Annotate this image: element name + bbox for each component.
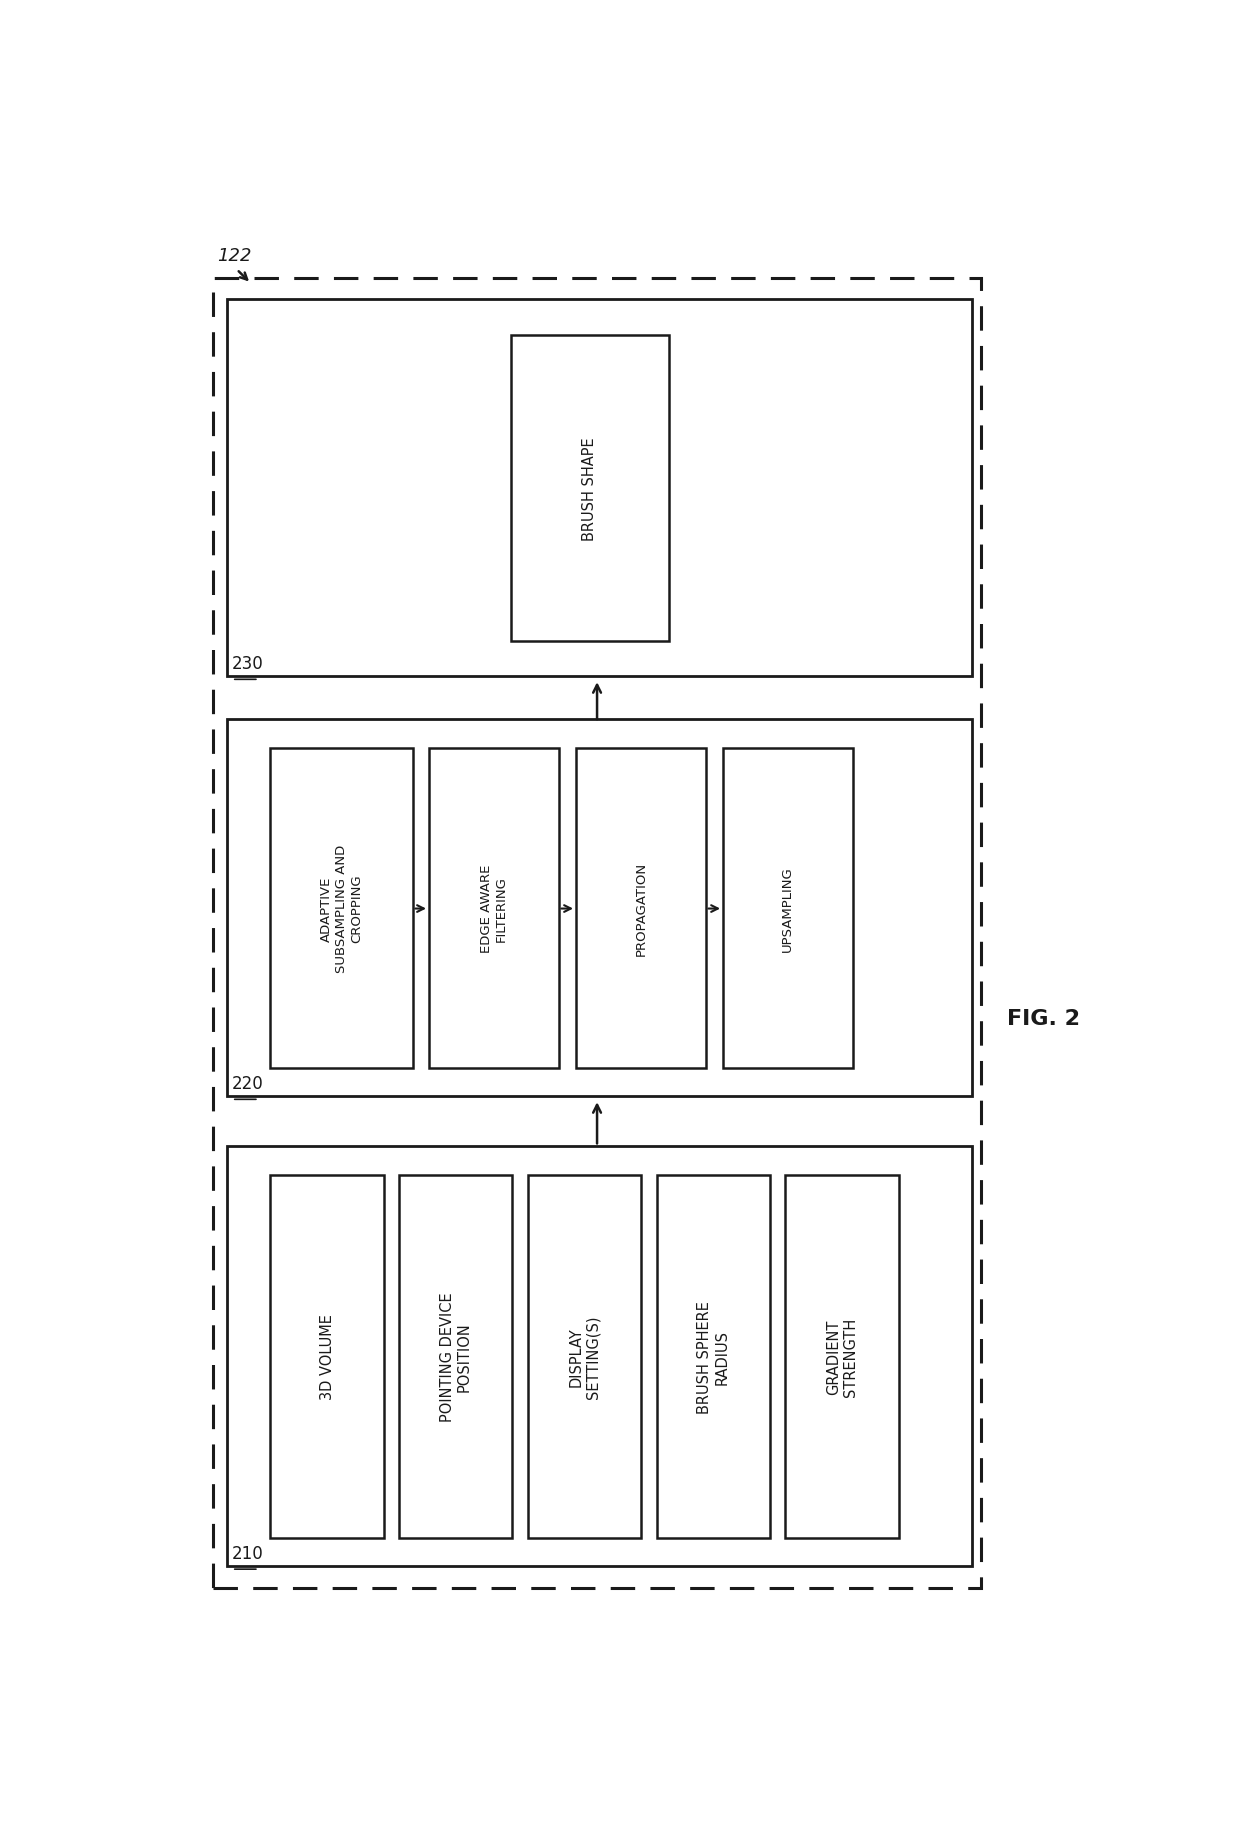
Text: 230: 230 — [232, 654, 264, 673]
Text: 3D VOLUME: 3D VOLUME — [320, 1314, 335, 1399]
Bar — [657, 1175, 770, 1538]
Bar — [227, 299, 972, 676]
Text: POINTING DEVICE
POSITION: POINTING DEVICE POSITION — [440, 1292, 472, 1421]
Text: 122: 122 — [217, 246, 252, 264]
Text: 210: 210 — [232, 1545, 264, 1562]
Text: GRADIENT
STRENGTH: GRADIENT STRENGTH — [826, 1318, 858, 1397]
Text: DISPLAY
SETTING(S): DISPLAY SETTING(S) — [568, 1314, 600, 1399]
Text: BRUSH SPHERE
RADIUS: BRUSH SPHERE RADIUS — [697, 1301, 729, 1414]
Text: PROPAGATION: PROPAGATION — [635, 861, 647, 955]
Bar — [785, 1175, 899, 1538]
Text: 220: 220 — [232, 1076, 264, 1092]
Text: UPSAMPLING: UPSAMPLING — [781, 865, 795, 952]
Bar — [575, 748, 706, 1068]
Text: BRUSH SHAPE: BRUSH SHAPE — [583, 436, 598, 540]
Text: EDGE AWARE
FILTERING: EDGE AWARE FILTERING — [480, 865, 507, 952]
Bar — [227, 719, 972, 1098]
Text: FIG. 2: FIG. 2 — [1007, 1009, 1080, 1029]
Bar — [227, 1146, 972, 1567]
Bar — [213, 279, 982, 1587]
Bar — [723, 748, 853, 1068]
Bar — [528, 1175, 641, 1538]
Bar — [511, 336, 670, 641]
Text: ADAPTIVE
SUBSAMPLING AND
CROPPING: ADAPTIVE SUBSAMPLING AND CROPPING — [320, 845, 363, 972]
Bar — [429, 748, 558, 1068]
Bar — [270, 748, 413, 1068]
Bar — [270, 1175, 383, 1538]
Bar — [399, 1175, 512, 1538]
